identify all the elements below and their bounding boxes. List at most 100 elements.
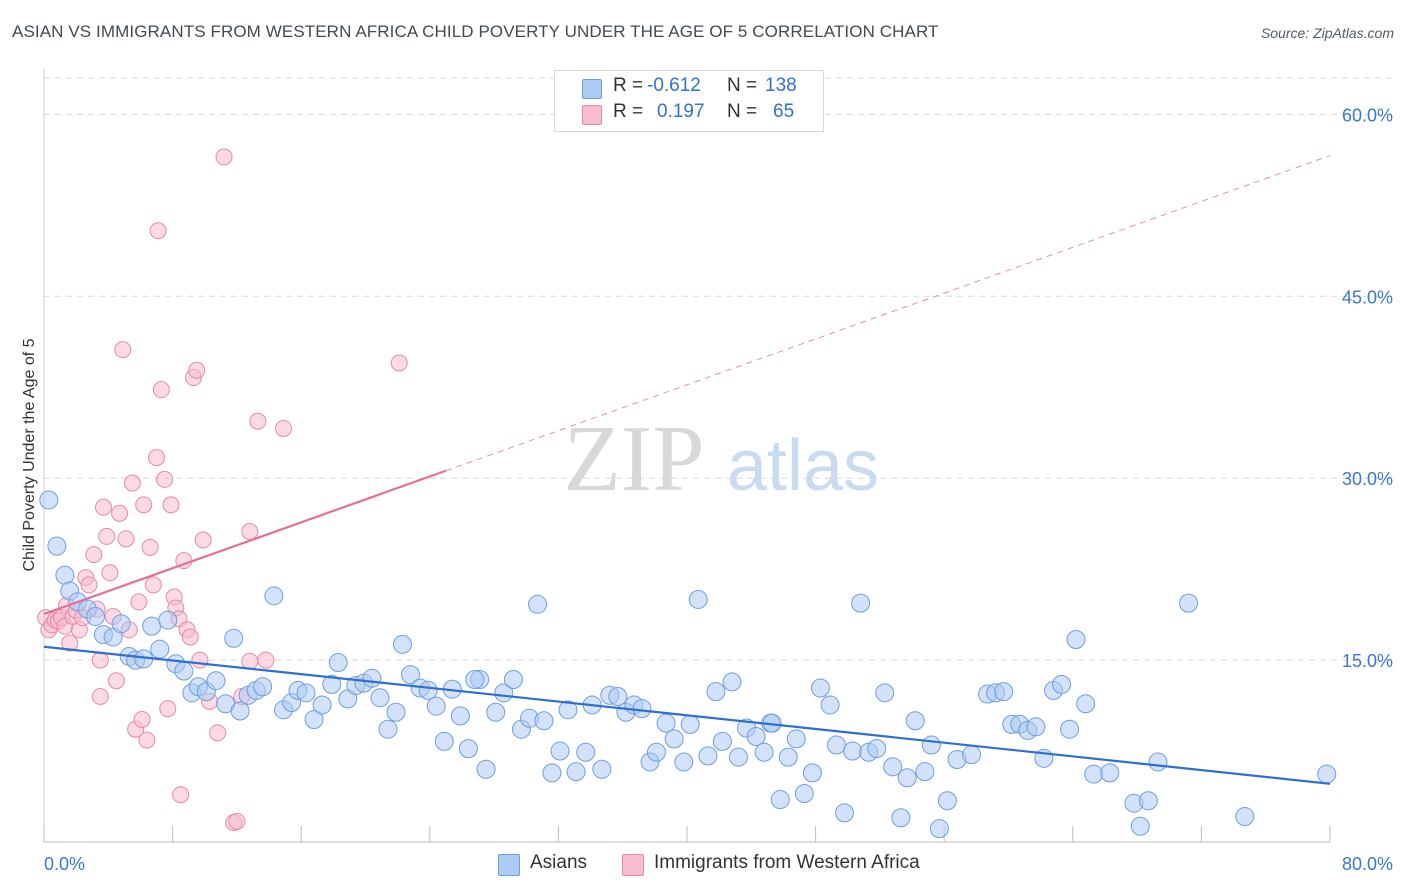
asian-point (632, 699, 652, 719)
asian-point (542, 763, 562, 783)
watermark-atlas: atlas (727, 426, 879, 506)
r-label: R = (613, 101, 644, 122)
y-tick-label: 30.0% (1342, 469, 1393, 489)
asian-point (450, 706, 470, 726)
asian-point (915, 762, 935, 782)
watermark-zip: ZIP (564, 407, 705, 511)
asian-point (897, 768, 917, 788)
asian-point (392, 634, 412, 654)
asian-point (1060, 719, 1080, 739)
asian-point (1317, 764, 1337, 784)
western-africa-point (61, 634, 79, 652)
watermark: ZIP atlas (564, 407, 880, 511)
asian-point (786, 729, 806, 749)
asian-point (698, 746, 718, 766)
western-africa-point (80, 576, 98, 594)
asian-point (322, 674, 342, 694)
asian-point (39, 490, 59, 510)
stats-row-western-africa: R = 0.197 N = 65 (555, 101, 823, 127)
asian-point (370, 688, 390, 708)
western-africa-point (94, 498, 112, 516)
asian-point (754, 742, 774, 762)
western-africa-trend-extension (445, 155, 1331, 472)
asian-point (843, 741, 863, 761)
r-value: 0.197 (657, 101, 705, 122)
n-label: N = (727, 75, 758, 96)
x-tick-label-max: 80.0% (1342, 854, 1393, 874)
asian-trend-line (43, 645, 1331, 785)
western-africa-point (215, 148, 233, 166)
western-africa-point (141, 538, 159, 556)
y-tick-label: 15.0% (1342, 651, 1393, 671)
western-africa-swatch (582, 105, 602, 125)
legend-label-western-africa: Immigrants from Western Africa (654, 852, 920, 873)
legend-label-asians: Asians (530, 852, 588, 873)
asian-point (891, 808, 911, 828)
asian-point (401, 665, 421, 685)
asian-point (883, 757, 903, 777)
western-africa-point (133, 711, 151, 729)
western-africa-point (148, 449, 166, 467)
asian-point (802, 763, 822, 783)
western-africa-point (123, 474, 141, 492)
asian-point (646, 742, 666, 762)
x-tick-label-min: 0.0% (44, 854, 85, 874)
asian-point (111, 614, 131, 634)
asian-point (921, 735, 941, 755)
western-africa-point (194, 531, 212, 549)
western-africa-point (228, 812, 246, 830)
asian-point (1235, 807, 1255, 827)
asian-point (158, 610, 178, 630)
asian-point (688, 589, 708, 609)
western-africa-point (257, 651, 275, 669)
asian-point (142, 616, 162, 636)
asian-point (230, 701, 250, 721)
asian-point (264, 586, 284, 606)
western-africa-point (152, 381, 170, 399)
asian-point (820, 695, 840, 715)
asian-point (426, 696, 446, 716)
asian-point (664, 729, 684, 749)
western-africa-point (144, 576, 162, 594)
asian-point (174, 661, 194, 681)
asian-point (458, 739, 478, 759)
western-africa-point (138, 731, 156, 749)
asian-point (770, 790, 790, 810)
gridlines (44, 77, 1392, 661)
tick-labels: 15.0% 30.0% 45.0% 60.0% 0.0% 80.0% (44, 105, 1393, 874)
y-tick-label: 60.0% (1342, 105, 1393, 125)
western-africa-point (172, 786, 190, 804)
asian-point (312, 695, 332, 715)
western-africa-point (130, 593, 148, 611)
western-africa-point (241, 652, 259, 670)
western-africa-point (249, 412, 267, 430)
asian-point (476, 759, 496, 779)
asian-point (528, 594, 548, 614)
asian-point (674, 752, 694, 772)
asian-points (39, 490, 1337, 839)
asian-point (253, 677, 273, 697)
asian-point (1084, 764, 1104, 784)
legend-swatch-asians (498, 854, 520, 876)
asian-point (1052, 674, 1072, 694)
asian-point (1138, 791, 1158, 811)
asian-point (503, 669, 523, 689)
asian-point (746, 726, 766, 746)
asian-point (465, 669, 485, 689)
r-label: R = (613, 75, 644, 96)
asian-point (1130, 816, 1150, 836)
asian-point (656, 713, 676, 733)
asian-point (875, 683, 895, 703)
asian-point (386, 702, 406, 722)
western-africa-point (114, 341, 132, 359)
source-credit: Source: ZipAtlas.com (1260, 25, 1394, 41)
asian-point (534, 711, 554, 731)
y-tick-label: 45.0% (1342, 287, 1393, 307)
axes (43, 68, 1331, 843)
asian-point (608, 686, 628, 706)
asian-point (712, 731, 732, 751)
correlation-stats-box: R = -0.612 N = 138 R = 0.197 N = 65 (554, 70, 824, 132)
asian-point (576, 742, 596, 762)
asian-point (328, 653, 348, 673)
stats-row-asians: R = -0.612 N = 138 (555, 75, 823, 101)
